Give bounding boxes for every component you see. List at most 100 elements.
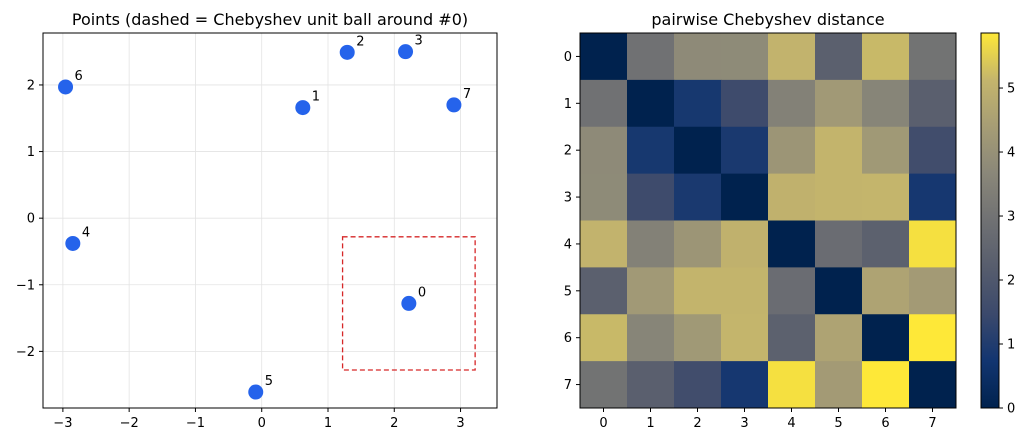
colorbar-tick-label: 2 [1007, 274, 1015, 289]
heatmap-cell [580, 33, 628, 81]
heatmap-cell [721, 79, 769, 128]
heatmap-cell [815, 173, 863, 221]
heatmap-cell [909, 79, 957, 128]
heatmap-cell [768, 79, 816, 128]
heatmap-x-tick-label: 1 [646, 416, 654, 431]
heatmap-ticks: 0 1 2 3 4 5 6 7 0 1 2 3 4 5 6 7 [564, 50, 937, 431]
heatmap-cell [815, 267, 863, 315]
heatmap-cell [674, 33, 722, 81]
heatmap-cell [909, 173, 957, 221]
heatmap-x-tick-label: 7 [928, 416, 936, 431]
heatmap-y-tick-label: 1 [564, 97, 572, 112]
scatter-grid [43, 33, 497, 408]
y-tick-label: 2 [27, 78, 35, 93]
colorbar-frame [980, 32, 1000, 409]
heatmap-panel: pairwise Chebyshev distance 0 1 2 3 4 5 6 7 0 1 2 3… [564, 10, 957, 431]
heatmap-cell [862, 79, 910, 128]
heatmap-x-tick-label: 2 [693, 416, 701, 431]
x-tick-label: 0 [258, 416, 266, 431]
scatter-point [398, 44, 414, 60]
heatmap-cell [909, 220, 957, 268]
scatter-ticks: −3 −2 −1 0 1 2 3 −2 −1 0 1 2 [16, 78, 465, 431]
point-label: 4 [82, 225, 90, 240]
heatmap-cell [862, 126, 910, 175]
colorbar-gradient [981, 33, 999, 408]
point-label: 3 [415, 34, 423, 49]
heatmap-cell [768, 173, 816, 221]
heatmap-cell [815, 361, 863, 409]
colorbar-ticks: 0 1 2 3 4 5 [999, 82, 1015, 417]
heatmap-cell [627, 173, 675, 221]
heatmap-cell [862, 314, 910, 362]
scatter-panel: Points (dashed = Chebyshev unit ball aro… [16, 10, 498, 431]
scatter-axes-frame [42, 32, 498, 409]
heatmap-cell [627, 314, 675, 362]
colorbar-tick-label: 3 [1007, 210, 1015, 225]
point-label: 0 [418, 285, 426, 300]
y-tick-label: 1 [27, 145, 35, 160]
heatmap-cell [815, 126, 863, 175]
y-tick-label: −1 [16, 278, 35, 293]
heatmap-cell [580, 220, 628, 268]
heatmap-cell [627, 126, 675, 175]
heatmap-cell [815, 220, 863, 268]
y-tick-label: −2 [16, 345, 35, 360]
heatmap-cells [580, 33, 957, 409]
heatmap-title: pairwise Chebyshev distance [651, 10, 884, 29]
heatmap-cell [627, 33, 675, 81]
heatmap-cell [674, 314, 722, 362]
heatmap-cell [862, 220, 910, 268]
heatmap-cell [674, 79, 722, 128]
x-tick-label: −1 [186, 416, 205, 431]
heatmap-cell [580, 79, 628, 128]
heatmap-axes-frame [579, 32, 957, 409]
heatmap-cell [768, 33, 816, 81]
heatmap-cell [862, 33, 910, 81]
heatmap-cell [721, 220, 769, 268]
point-label: 5 [265, 374, 273, 389]
heatmap-cell [862, 173, 910, 221]
colorbar-tick-label: 1 [1007, 338, 1015, 353]
scatter-point [446, 97, 462, 113]
x-tick-label: −2 [120, 416, 139, 431]
x-tick-label: 3 [456, 416, 464, 431]
heatmap-cell [674, 220, 722, 268]
heatmap-cell [862, 361, 910, 409]
heatmap-cell [721, 361, 769, 409]
heatmap-y-tick-label: 0 [564, 50, 572, 65]
heatmap-cell [580, 126, 628, 175]
heatmap-cell [768, 220, 816, 268]
heatmap-cell [580, 361, 628, 409]
heatmap-cell [721, 173, 769, 221]
heatmap-cell [627, 79, 675, 128]
scatter-point [339, 44, 355, 60]
scatter-point [58, 79, 74, 95]
y-tick-label: 0 [27, 212, 35, 227]
scatter-points: 0 1 2 3 4 5 6 7 [58, 34, 471, 400]
heatmap-cell [815, 79, 863, 128]
heatmap-cell [721, 267, 769, 315]
point-label: 1 [312, 90, 320, 105]
heatmap-x-tick-label: 3 [740, 416, 748, 431]
point-label: 7 [463, 87, 471, 102]
heatmap-cell [580, 267, 628, 315]
heatmap-cell [909, 361, 957, 409]
heatmap-y-tick-label: 5 [564, 284, 572, 299]
heatmap-cell [674, 173, 722, 221]
heatmap-cell [580, 173, 628, 221]
heatmap-cell [674, 361, 722, 409]
heatmap-cell [674, 126, 722, 175]
x-tick-label: 2 [390, 416, 398, 431]
heatmap-cell [909, 314, 957, 362]
heatmap-y-tick-label: 6 [564, 331, 572, 346]
heatmap-cell [909, 126, 957, 175]
point-label: 6 [75, 69, 83, 84]
heatmap-cell [627, 220, 675, 268]
heatmap-cell [768, 126, 816, 175]
point-label: 2 [356, 34, 364, 49]
heatmap-cell [627, 267, 675, 315]
scatter-point [401, 295, 417, 311]
heatmap-x-tick-label: 5 [834, 416, 842, 431]
colorbar-tick-label: 0 [1007, 402, 1015, 417]
